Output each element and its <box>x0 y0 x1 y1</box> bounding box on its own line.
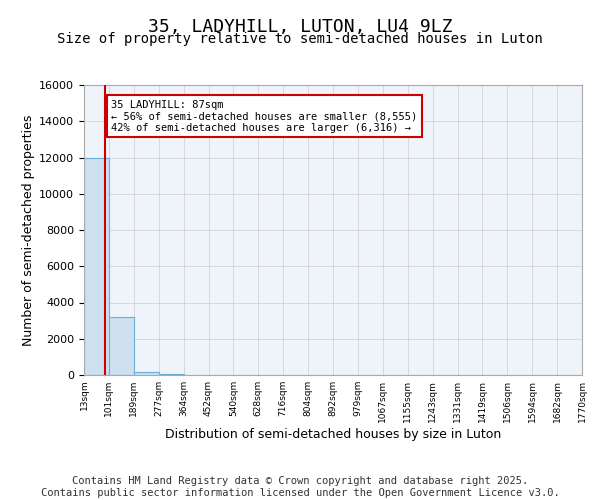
Y-axis label: Number of semi-detached properties: Number of semi-detached properties <box>22 114 35 346</box>
X-axis label: Distribution of semi-detached houses by size in Luton: Distribution of semi-detached houses by … <box>165 428 501 440</box>
Text: Size of property relative to semi-detached houses in Luton: Size of property relative to semi-detach… <box>57 32 543 46</box>
Bar <box>134 372 159 375</box>
Bar <box>159 374 184 375</box>
Bar <box>109 317 134 375</box>
Bar <box>84 158 109 375</box>
Text: 35, LADYHILL, LUTON, LU4 9LZ: 35, LADYHILL, LUTON, LU4 9LZ <box>148 18 452 36</box>
Text: 35 LADYHILL: 87sqm
← 56% of semi-detached houses are smaller (8,555)
42% of semi: 35 LADYHILL: 87sqm ← 56% of semi-detache… <box>111 100 418 132</box>
Text: Contains HM Land Registry data © Crown copyright and database right 2025.
Contai: Contains HM Land Registry data © Crown c… <box>41 476 559 498</box>
